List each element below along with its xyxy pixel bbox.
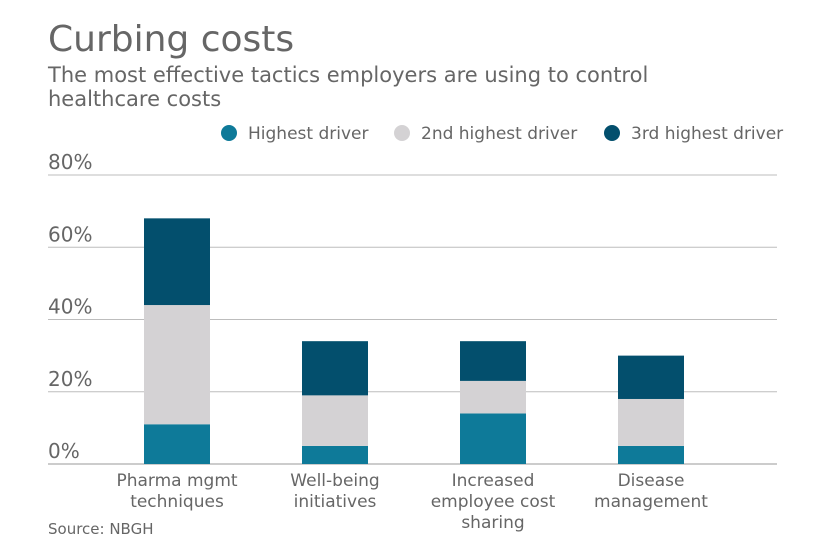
y-tick-label: 80% (48, 150, 92, 174)
bar-segment-4-series-1 (618, 445, 684, 464)
legend-marker (604, 125, 620, 141)
x-tick-label: Increased employee cost sharing (431, 471, 556, 533)
chart-subtitle: The most effective tactics employers are… (48, 63, 649, 111)
legend-label: Highest driver (248, 124, 368, 144)
bar-segment-3-series-3 (460, 341, 526, 381)
x-tick-label: Well-being initiatives (290, 471, 379, 512)
y-axis-ticks: 0% 20% 40% 60% 80% (48, 150, 92, 463)
bar-segment-3-series-2 (460, 380, 526, 414)
bar-segment-2-series-2 (302, 395, 368, 446)
y-tick-label: 20% (48, 367, 92, 391)
bar-segment-1-series-1 (144, 424, 210, 464)
bar-segment-2-series-3 (302, 341, 368, 396)
chart-title: Curbing costs (48, 19, 295, 60)
x-tick-label: Disease management (594, 471, 708, 512)
y-tick-label: 60% (48, 222, 92, 246)
y-tick-label: 40% (48, 295, 92, 319)
bar-segment-1-series-2 (144, 305, 210, 425)
legend-label: 3rd highest driver (631, 124, 783, 144)
legend: Highest driver 2nd highest driver 3rd high… (221, 124, 783, 144)
x-tick-label: Pharma mgmt techniques (116, 471, 237, 512)
bar-segment-4-series-2 (618, 398, 684, 446)
bar-segment-1-series-3 (144, 218, 210, 306)
source-note: Source: NBGH (48, 520, 154, 538)
legend-label: 2nd highest driver (421, 124, 577, 144)
y-tick-label: 0% (48, 439, 80, 463)
legend-marker (394, 125, 410, 141)
bar-segment-2-series-1 (302, 445, 368, 464)
bar-segment-3-series-1 (460, 413, 526, 464)
bars (144, 218, 684, 464)
bar-segment-4-series-3 (618, 355, 684, 399)
x-axis-ticks: Pharma mgmt techniques Well-being initiativ… (116, 471, 708, 533)
legend-marker (221, 125, 237, 141)
